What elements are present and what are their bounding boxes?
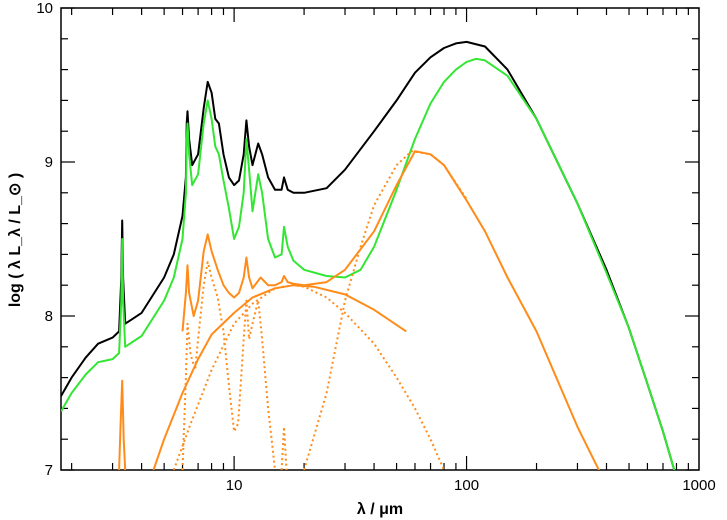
axis-ticks [61,7,699,471]
series-line-7 [280,425,288,470]
series-line-3 [181,150,600,470]
plot-border [60,7,700,471]
x-tick-label: 10 [226,477,243,494]
series-line-0 [61,40,676,470]
series-line-2 [118,379,127,470]
y-tick-label: 9 [45,154,53,171]
x-tick-label: 1000 [682,477,715,494]
tick-labels: 10 100 1000 7 8 9 10 [36,0,715,494]
series-line-8 [303,150,468,470]
series-line-6 [172,284,445,470]
y-tick-label: 8 [45,308,53,325]
y-tick-label: 7 [45,462,53,479]
plot-frame [60,7,700,471]
y-axis-title: log ( λ L_λ / L_⊙ ) [7,173,24,307]
series-layer [61,40,676,470]
series-line-1 [61,57,676,470]
x-tick-label: 100 [454,477,479,494]
series-line-4 [152,284,407,470]
x-axis-title: λ / μm [357,501,403,518]
y-tick-label: 10 [36,0,53,17]
